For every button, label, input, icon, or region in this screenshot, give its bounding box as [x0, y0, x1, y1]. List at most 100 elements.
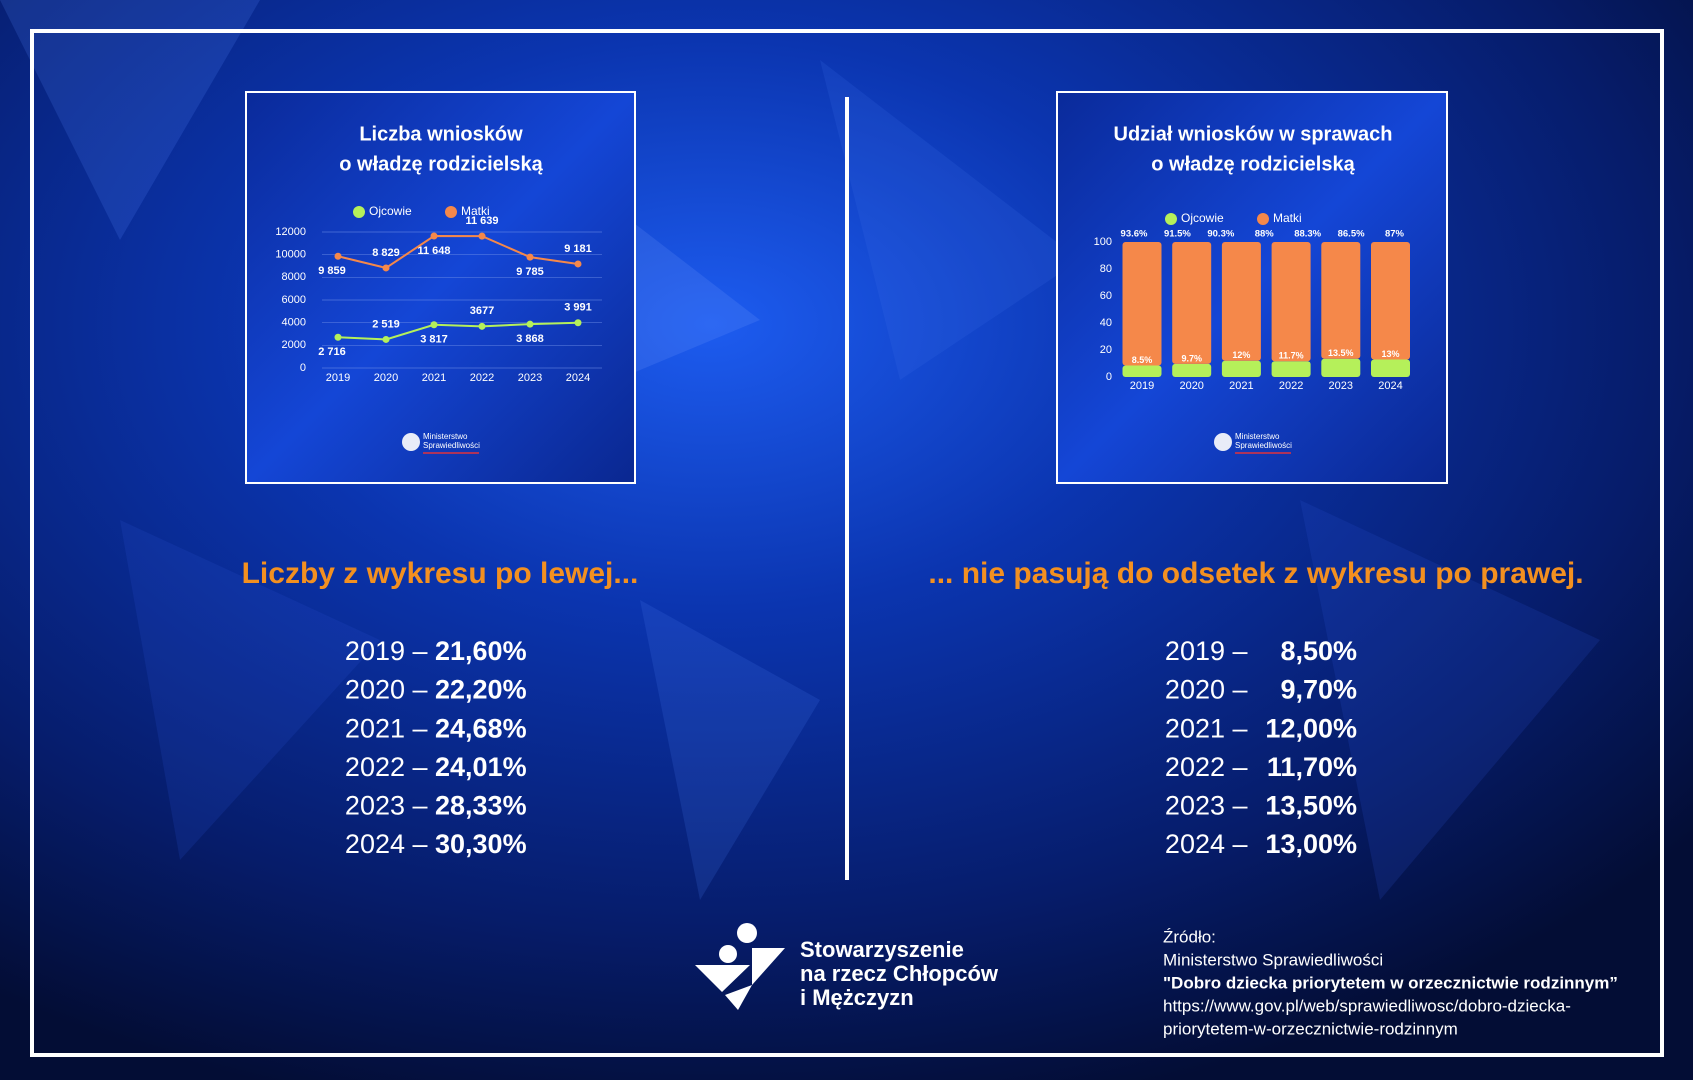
y-tick-label: 8000	[282, 271, 306, 283]
data-label: 13%	[1381, 349, 1399, 359]
data-point	[430, 321, 438, 329]
data-label: 11 648	[417, 245, 450, 257]
y-tick-label: 100	[1094, 236, 1112, 248]
data-label: 9.7%	[1181, 353, 1202, 363]
source-url: https://www.gov.pl/web/sprawiedliwosc/do…	[1163, 996, 1571, 1015]
year: 2023	[1165, 791, 1225, 821]
y-tick-label: 40	[1100, 317, 1112, 329]
separator: –	[412, 636, 427, 666]
percentage: 22,20%	[435, 675, 527, 705]
x-tick-label: 2020	[1179, 380, 1203, 392]
separator: –	[1232, 791, 1247, 821]
x-tick-label: 2019	[326, 372, 350, 384]
bar-segment	[1371, 359, 1410, 377]
x-tick-label: 2023	[518, 372, 542, 384]
data-label: 9 181	[564, 243, 592, 255]
percentage: 28,33%	[435, 791, 527, 821]
data-point	[430, 232, 438, 240]
y-tick-label: 0	[300, 362, 306, 374]
right-heading: ... nie pasują do odsetek z wykresu po p…	[928, 557, 1583, 590]
separator: –	[1232, 675, 1247, 705]
bar-segment	[1371, 242, 1410, 360]
year: 2019	[1165, 636, 1225, 666]
bar-segment	[1321, 358, 1361, 377]
year: 2020	[345, 675, 405, 705]
data-label: 3 868	[516, 333, 544, 345]
data-point	[574, 319, 582, 327]
y-tick-label: 12000	[275, 226, 306, 238]
bar-segment	[1271, 361, 1311, 377]
separator: –	[1232, 713, 1247, 743]
legend-swatch	[353, 206, 365, 218]
legend-swatch	[1257, 213, 1269, 225]
data-label: 3677	[470, 305, 494, 317]
separator: –	[1232, 829, 1247, 859]
data-label: 9 785	[516, 266, 544, 278]
data-label: 12%	[1232, 350, 1250, 360]
data-label: 90.3%	[1207, 229, 1234, 240]
legend-swatch	[445, 206, 457, 218]
y-tick-label: 6000	[282, 294, 306, 306]
source-label: Źródło:	[1163, 927, 1216, 946]
bar-segment	[1172, 242, 1212, 364]
data-point	[382, 335, 390, 343]
year: 2021	[1165, 713, 1225, 743]
y-tick-label: 4000	[282, 317, 306, 329]
separator: –	[1232, 636, 1247, 666]
year: 2023	[345, 791, 405, 821]
percentage: 13,50%	[1265, 791, 1357, 821]
data-point	[478, 322, 486, 330]
data-label: 13.5%	[1328, 348, 1354, 358]
separator: –	[412, 752, 427, 782]
data-label: 2 519	[372, 318, 400, 330]
bar-segment	[1122, 365, 1162, 377]
bar-segment	[1221, 360, 1261, 377]
year: 2019	[345, 636, 405, 666]
x-tick-label: 2022	[470, 372, 494, 384]
data-label: 91.5%	[1164, 229, 1191, 240]
source-url: priorytetem-w-orzecznictwie-rodzinnym	[1163, 1019, 1458, 1038]
y-tick-label: 60	[1100, 290, 1112, 302]
annotation: 93.6%	[1121, 229, 1148, 240]
y-tick-label: 10000	[275, 249, 306, 261]
chart-panel	[245, 91, 636, 484]
data-point	[334, 252, 342, 260]
series-line	[337, 321, 579, 341]
data-label: 11.7%	[1279, 351, 1304, 361]
data-label: 87%	[1385, 229, 1405, 240]
year: 2024	[345, 829, 405, 859]
x-tick-label: 2020	[374, 372, 398, 384]
data-label: 9 859	[318, 265, 346, 277]
legend-swatch	[1165, 213, 1177, 225]
y-tick-label: 2000	[282, 339, 306, 351]
legend-label: Ojcowie	[1181, 211, 1224, 225]
bar-segment	[1122, 242, 1162, 366]
logo-text: Ministerstwo	[1235, 432, 1280, 441]
percentage: 24,01%	[435, 752, 527, 782]
x-tick-label: 2024	[566, 372, 590, 384]
separator: –	[412, 829, 427, 859]
organization-name: Stowarzyszenie	[800, 937, 964, 962]
data-label: 88%	[1255, 229, 1275, 240]
logo-text: Sprawiedliwości	[423, 441, 480, 450]
year: 2021	[345, 713, 405, 743]
bar-segment	[1172, 363, 1212, 377]
percentage: 9,70%	[1280, 675, 1357, 705]
data-label: 8.5%	[1132, 355, 1153, 365]
data-label: 3 991	[564, 302, 592, 314]
separator: –	[412, 713, 427, 743]
chart-title: Liczba wniosków	[359, 123, 523, 145]
separator: –	[412, 675, 427, 705]
percentage: 12,00%	[1265, 713, 1357, 743]
separator: –	[412, 791, 427, 821]
data-label: 88.3%	[1294, 229, 1321, 240]
x-tick-label: 2021	[422, 372, 446, 384]
percentage: 21,60%	[435, 636, 527, 666]
logo-text: Ministerstwo	[423, 432, 468, 441]
x-tick-label: 2024	[1378, 380, 1402, 392]
data-point	[574, 260, 582, 268]
data-point	[334, 333, 342, 341]
x-tick-label: 2023	[1329, 380, 1353, 392]
